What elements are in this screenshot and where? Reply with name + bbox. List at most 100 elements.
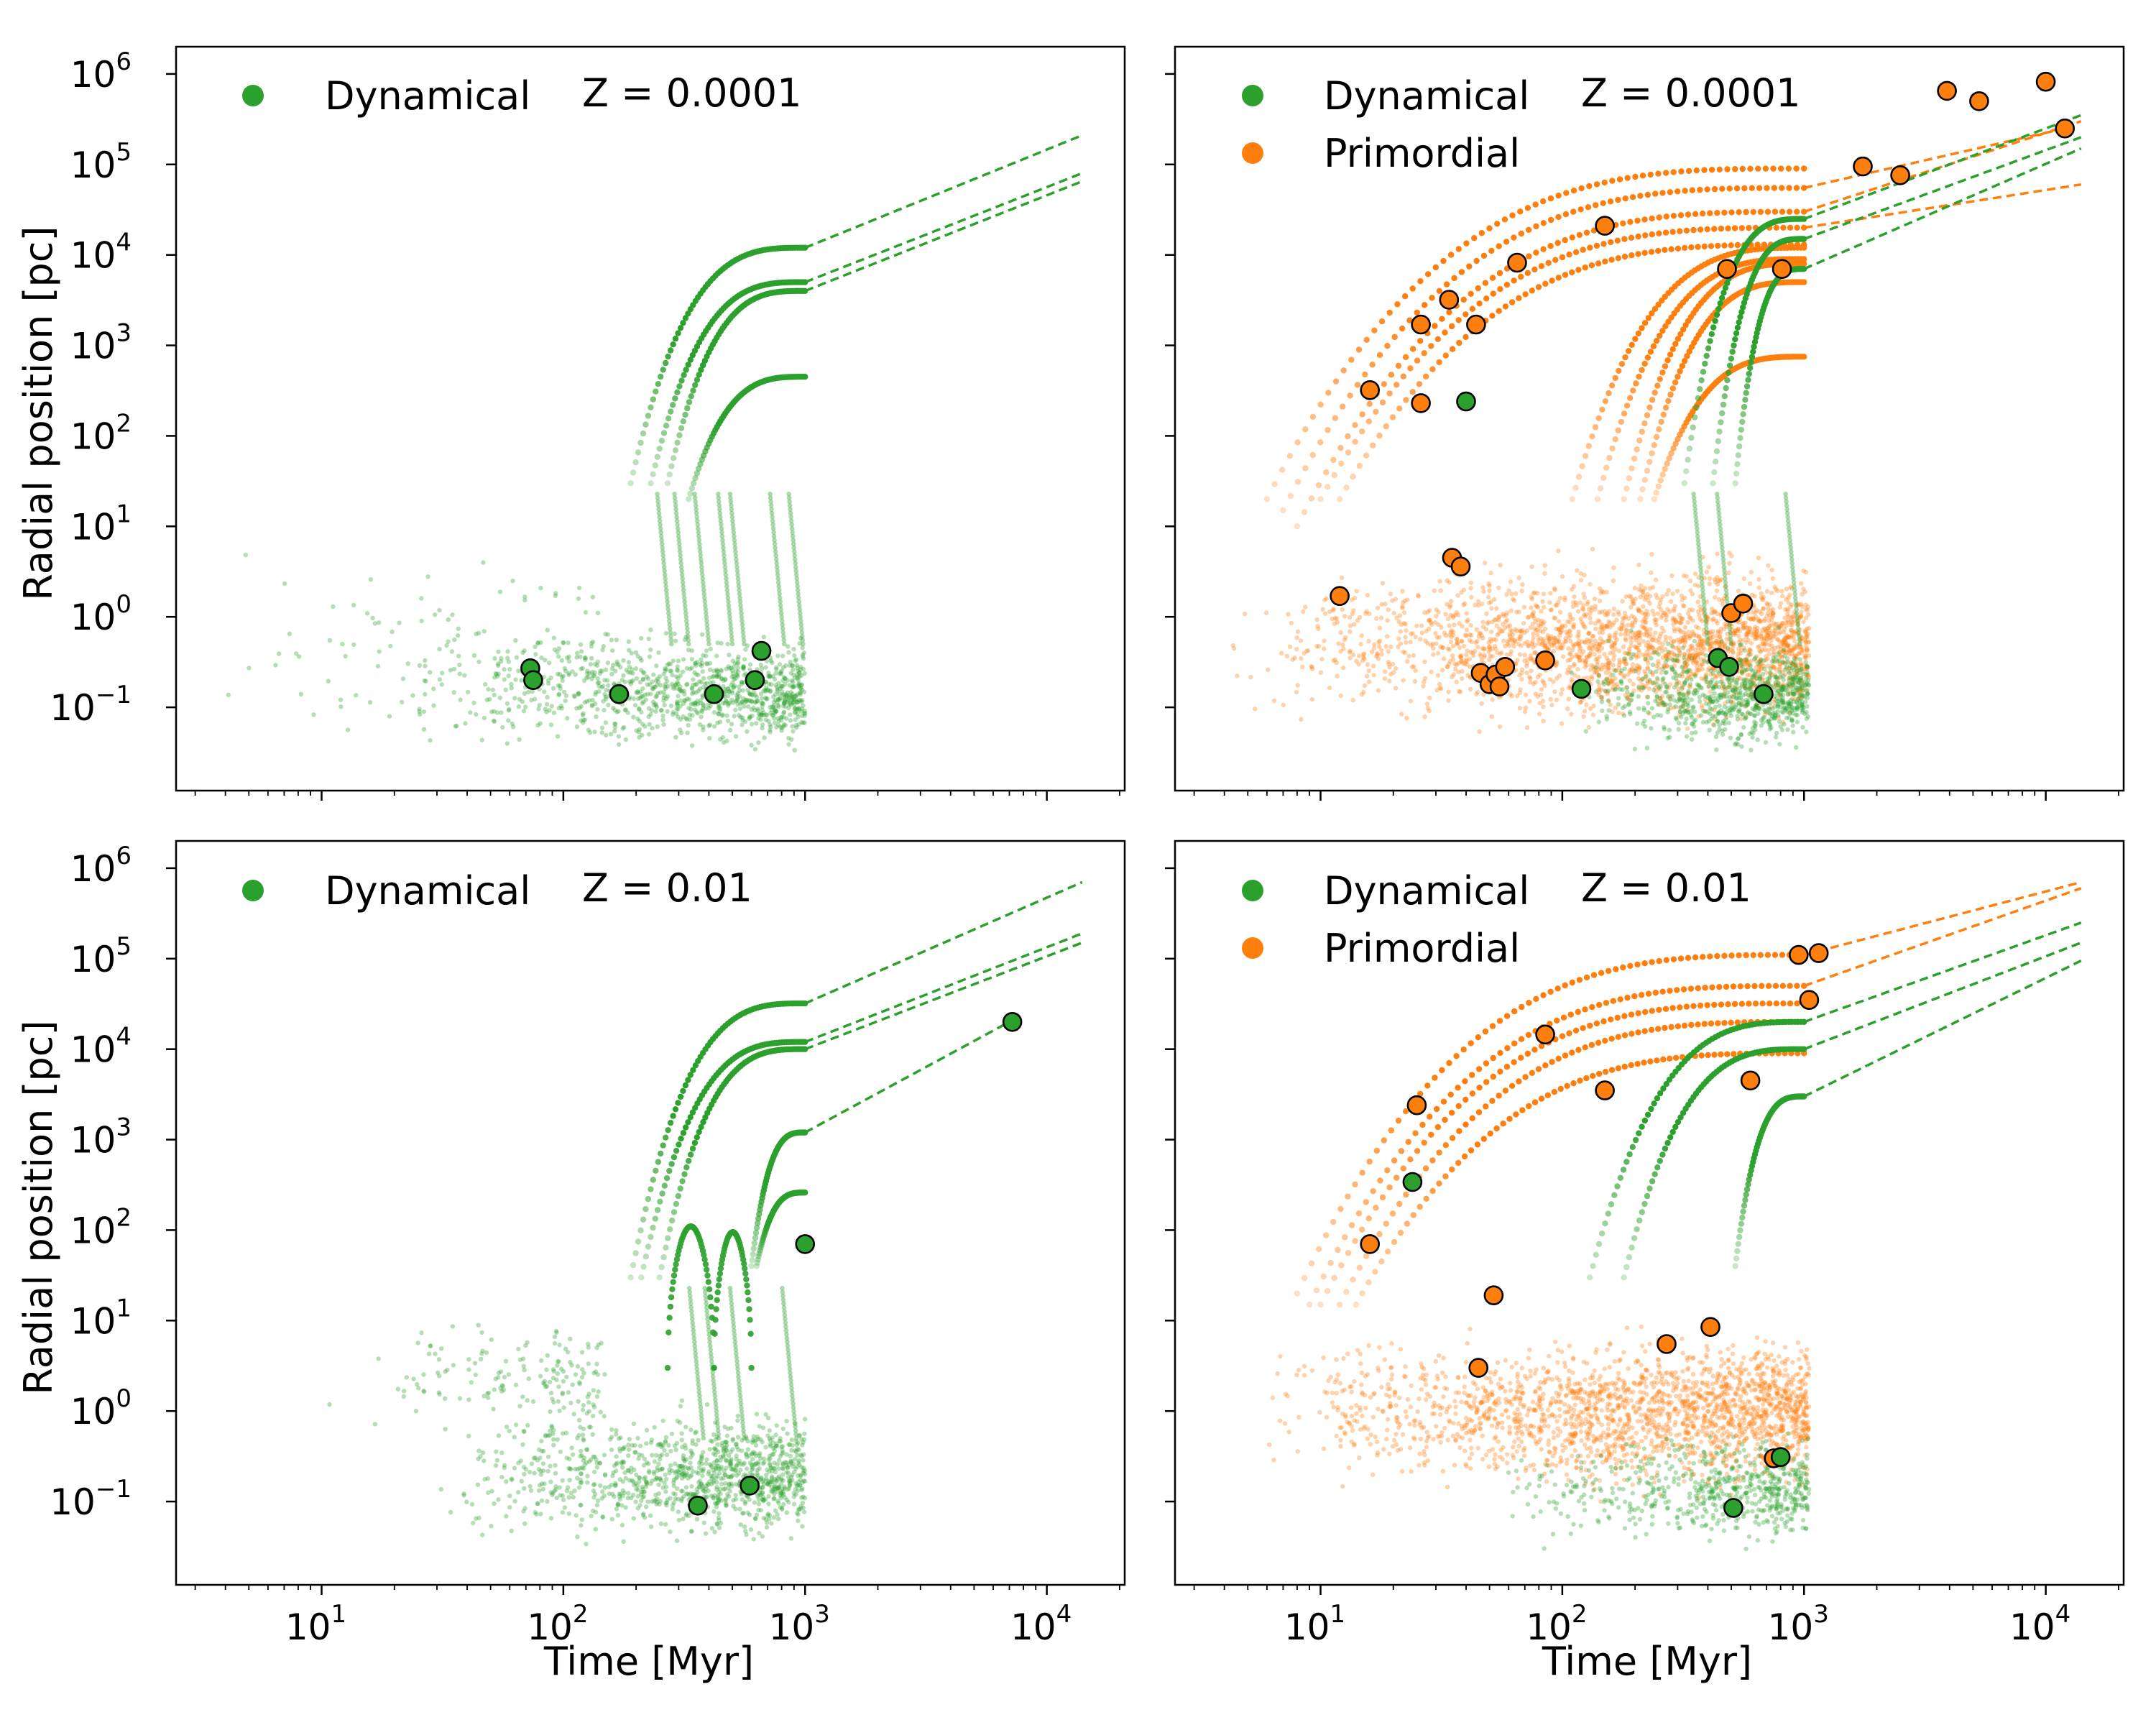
dynamical-cloud-point [400, 676, 406, 681]
primordial-cloud-point [1664, 653, 1669, 658]
dynamical-cloud-point [1680, 686, 1685, 691]
dynamical-cloud-point [1622, 666, 1627, 671]
dynamical-cloud-point [794, 725, 799, 730]
primordial-cloud-point [1697, 612, 1702, 618]
primordial-cloud-point [1535, 632, 1540, 638]
dynamical-cloud-point [752, 708, 757, 713]
dynamical-cloud-point [673, 674, 679, 679]
dynamical-track-point [688, 485, 696, 492]
primordial-cloud-point [1786, 634, 1792, 640]
dynamical-cloud-point [545, 681, 551, 686]
dynamical-cloud-point [764, 658, 770, 663]
dynamical-cloud-point [536, 707, 541, 712]
primordial-cloud-point [1322, 597, 1327, 603]
dynamical-cloud-point [802, 711, 807, 716]
primordial-cloud-point [1572, 673, 1577, 678]
primordial-cloud-point [1708, 644, 1713, 649]
primordial-cloud-point [1480, 625, 1486, 630]
primordial-cloud-point [1805, 604, 1811, 610]
primordial-cloud-point [1772, 650, 1777, 655]
dynamical-sparse-point [505, 649, 510, 654]
primordial-cloud-point [1654, 638, 1659, 643]
primordial-cloud-point [1685, 662, 1690, 667]
primordial-cloud-point [1760, 641, 1765, 646]
dynamical-spike-point [686, 638, 691, 643]
primordial-cloud-point [1555, 645, 1560, 650]
dynamical-cloud-point [782, 676, 788, 681]
dynamical-cloud-point [699, 679, 704, 685]
dynamical-cloud-point [681, 701, 686, 707]
dynamical-cloud-point [623, 737, 629, 742]
dynamical-cloud-point [778, 697, 783, 702]
primordial-cloud-point [1449, 599, 1454, 604]
primordial-cloud-point [1685, 726, 1690, 731]
dynamical-cloud-point [741, 666, 746, 672]
primordial-cloud-point [1670, 617, 1676, 622]
dynamical-spike-point [795, 584, 800, 589]
dynamical-cloud-point [763, 717, 769, 722]
primordial-cloud-point [1309, 664, 1314, 670]
primordial-cloud-point [1746, 692, 1751, 697]
dynamical-cloud-point [556, 691, 562, 696]
dynamical-cloud-point [1763, 740, 1769, 745]
primordial-cloud-point [1634, 638, 1639, 643]
dynamical-track-point [685, 362, 691, 368]
dynamical-spike-point [681, 587, 686, 593]
primordial-cloud-point [1456, 612, 1461, 617]
dynamical-cloud-point [648, 682, 653, 687]
dynamical-sparse-point [566, 654, 571, 659]
primordial-cloud-point [1610, 622, 1615, 627]
dynamical-spike-point [678, 561, 683, 566]
dynamical-sparse-point [364, 611, 370, 616]
primordial-cloud-point [1654, 592, 1659, 597]
primordial-cloud-point [1557, 642, 1562, 647]
dynamical-spike-point [698, 553, 704, 558]
primordial-cloud-point [1361, 651, 1367, 656]
dynamical-cloud-point [599, 668, 605, 673]
dynamical-sparse-point [482, 629, 487, 634]
primordial-cloud-point [1338, 649, 1343, 654]
primordial-cloud-point [1497, 626, 1502, 631]
dynamical-cloud-point [558, 683, 563, 689]
dynamical-cloud-point [763, 695, 768, 701]
dynamical-cloud-point [1720, 719, 1726, 724]
dynamical-track-point [635, 449, 642, 456]
dynamical-cloud-point [781, 722, 787, 727]
primordial-cloud-point [1772, 645, 1777, 650]
primordial-cloud-point [1773, 622, 1778, 627]
dynamical-cloud-point [752, 747, 758, 752]
dynamical-sparse-point [553, 591, 558, 596]
dynamical-sparse-point [561, 640, 566, 645]
primordial-cloud-point [1657, 637, 1662, 642]
dynamical-spike-point [672, 492, 677, 497]
primordial-cloud-point [1387, 678, 1392, 684]
dynamical-cloud-point [1798, 692, 1803, 697]
dynamical-cloud-point [699, 698, 704, 703]
primordial-cloud-point [1772, 584, 1777, 589]
dynamical-cloud-point [770, 713, 775, 718]
dynamical-cloud-point [548, 675, 553, 681]
dynamical-spike-point [675, 526, 681, 531]
dynamical-cloud-point [1709, 716, 1714, 722]
dynamical-cloud-point [791, 646, 796, 652]
primordial-cloud-point [1343, 635, 1348, 640]
dynamical-cloud-point [763, 687, 768, 692]
dynamical-cloud-point [1717, 703, 1722, 709]
dynamical-cloud-point [701, 676, 706, 681]
primordial-cloud-point [1526, 643, 1531, 649]
primordial-cloud-point [1479, 701, 1484, 707]
primordial-cloud-point [1771, 610, 1776, 616]
primordial-cloud-point [1588, 649, 1594, 655]
dynamical-cloud-point [589, 644, 594, 649]
primordial-cloud-point [1576, 654, 1581, 660]
primordial-cloud-point [1774, 658, 1779, 663]
dynamical-cloud-point [437, 677, 443, 682]
primordial-cloud-point [1703, 673, 1708, 678]
dynamical-cloud-point [790, 691, 795, 696]
primordial-cloud-point [1496, 615, 1501, 620]
dynamical-cloud-point [1747, 686, 1753, 691]
dynamical-cloud-point [1613, 686, 1618, 691]
primordial-cloud-point [1340, 607, 1345, 612]
dynamical-cloud-point [1804, 663, 1810, 669]
primordial-cloud-point [1636, 562, 1641, 568]
